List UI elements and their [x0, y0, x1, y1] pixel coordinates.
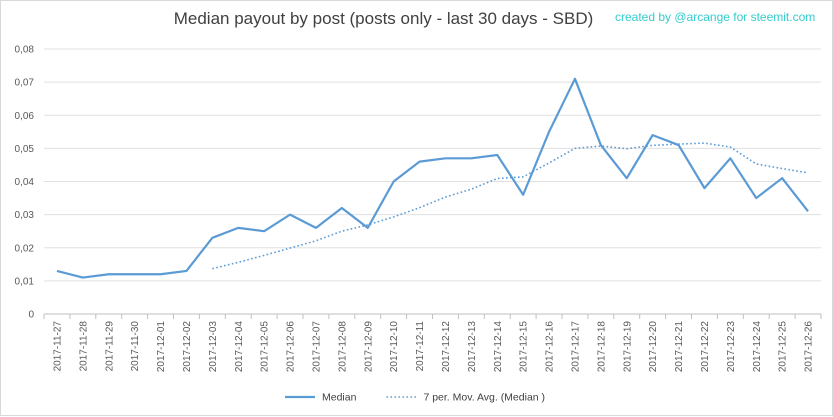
- legend-label: 7 per. Mov. Avg. (Median ): [423, 392, 545, 404]
- median-line: [56, 77, 809, 279]
- y-tick-label: 0,08: [15, 45, 35, 56]
- x-tick-label: 2017-12-12: [441, 321, 452, 373]
- moving-average-line: [212, 142, 809, 270]
- x-tick-label: 2017-12-21: [674, 321, 685, 373]
- x-tick-label: 2017-11-29: [104, 321, 115, 372]
- x-tick-label: 2017-12-14: [493, 321, 504, 373]
- x-tick-label: 2017-12-17: [570, 321, 581, 373]
- x-tick-label: 2017-12-04: [234, 321, 245, 373]
- y-tick-label: 0,03: [15, 210, 35, 221]
- credit-text: created by @arcange for steemit.com: [615, 10, 816, 24]
- x-tick-label: 2017-11-28: [78, 321, 89, 372]
- x-tick-label: 2017-11-30: [130, 321, 141, 372]
- y-tick-label: 0: [28, 310, 34, 321]
- x-tick-label: 2017-12-19: [622, 321, 633, 373]
- x-tick-label: 2017-12-06: [286, 321, 297, 373]
- x-tick-label: 2017-12-15: [519, 321, 530, 373]
- x-tick-label: 2017-12-20: [648, 321, 659, 373]
- chart-title: Median payout by post (posts only - last…: [173, 9, 594, 28]
- x-tick-label: 2017-12-26: [804, 321, 815, 373]
- x-tick-label: 2017-12-02: [182, 321, 193, 373]
- y-tick-label: 0,05: [15, 144, 35, 155]
- x-tick-label: 2017-12-09: [363, 321, 374, 373]
- x-tick-label: 2017-12-16: [545, 321, 556, 373]
- x-tick-label: 2017-12-11: [415, 321, 426, 372]
- x-tick-label: 2017-12-07: [311, 321, 322, 373]
- x-tick-label: 2017-11-27: [52, 321, 63, 372]
- y-tick-label: 0,02: [15, 243, 35, 254]
- x-tick-label: 2017-12-03: [208, 321, 219, 373]
- x-tick-label: 2017-12-24: [752, 321, 763, 373]
- x-tick-label: 2017-12-13: [467, 321, 478, 373]
- x-tick-label: 2017-12-01: [156, 321, 167, 373]
- x-tick-label: 2017-12-05: [260, 321, 271, 373]
- y-tick-label: 0,04: [15, 177, 35, 188]
- x-tick-label: 2017-12-23: [726, 321, 737, 373]
- x-tick-label: 2017-12-22: [700, 321, 711, 373]
- x-tick-label: 2017-12-08: [337, 321, 348, 373]
- legend-label: Median: [322, 392, 357, 404]
- x-tick-label: 2017-12-25: [778, 321, 789, 373]
- y-tick-label: 0,07: [15, 78, 35, 89]
- x-tick-label: 2017-12-10: [389, 321, 400, 373]
- y-tick-label: 0,06: [15, 111, 35, 122]
- y-tick-label: 0,01: [15, 276, 35, 287]
- x-tick-label: 2017-12-18: [596, 321, 607, 373]
